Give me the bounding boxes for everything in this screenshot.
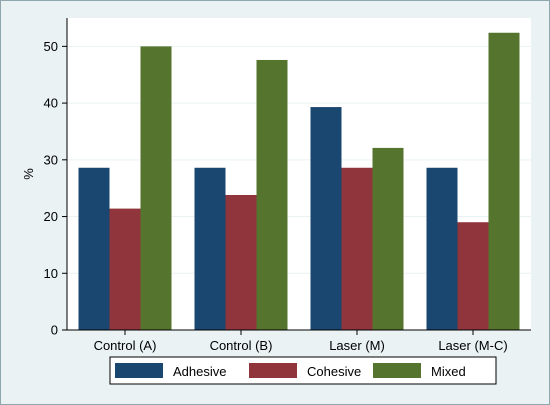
legend: Adhesive Cohesive Mixed xyxy=(109,356,497,385)
y-tick-label: 0 xyxy=(51,323,58,338)
x-tick-label: Control (B) xyxy=(210,338,273,353)
x-tick-label: Laser (M-C) xyxy=(438,338,507,353)
x-tick-label: Control (A) xyxy=(94,338,157,353)
y-tick-label: 10 xyxy=(44,266,58,281)
bar-mixed xyxy=(488,32,520,331)
y-tick-label: 40 xyxy=(44,96,58,111)
bar-adhesive xyxy=(426,167,458,330)
legend-swatch-cohesive xyxy=(249,363,297,378)
bar-adhesive xyxy=(310,107,342,330)
bar-adhesive xyxy=(194,167,226,330)
legend-swatch-adhesive xyxy=(115,363,163,378)
legend-label-mixed: Mixed xyxy=(431,364,466,379)
y-tick-label: 30 xyxy=(44,152,58,167)
y-tick-label: 20 xyxy=(44,209,58,224)
bar-cohesive xyxy=(109,208,141,330)
legend-swatch-mixed xyxy=(373,363,421,378)
legend-label-cohesive: Cohesive xyxy=(307,364,361,379)
bar-cohesive xyxy=(457,222,489,330)
bar-cohesive xyxy=(225,194,257,330)
bar-mixed xyxy=(140,46,172,330)
bar-adhesive xyxy=(78,167,110,330)
legend-box xyxy=(109,356,497,385)
bar-cohesive xyxy=(341,167,373,330)
y-axis-label: % xyxy=(21,168,36,180)
legend-label-adhesive: Adhesive xyxy=(173,364,226,379)
x-tick-label: Laser (M) xyxy=(329,338,385,353)
bar-mixed xyxy=(372,147,404,330)
x-axis-ticks: Control (A) Control (B) Laser (M) Laser (M-… xyxy=(94,330,508,353)
y-tick-label: 50 xyxy=(44,39,58,54)
bar-mixed xyxy=(256,59,288,330)
bars xyxy=(78,32,520,331)
y-axis-ticks: 0 10 20 30 40 50 xyxy=(44,39,67,338)
